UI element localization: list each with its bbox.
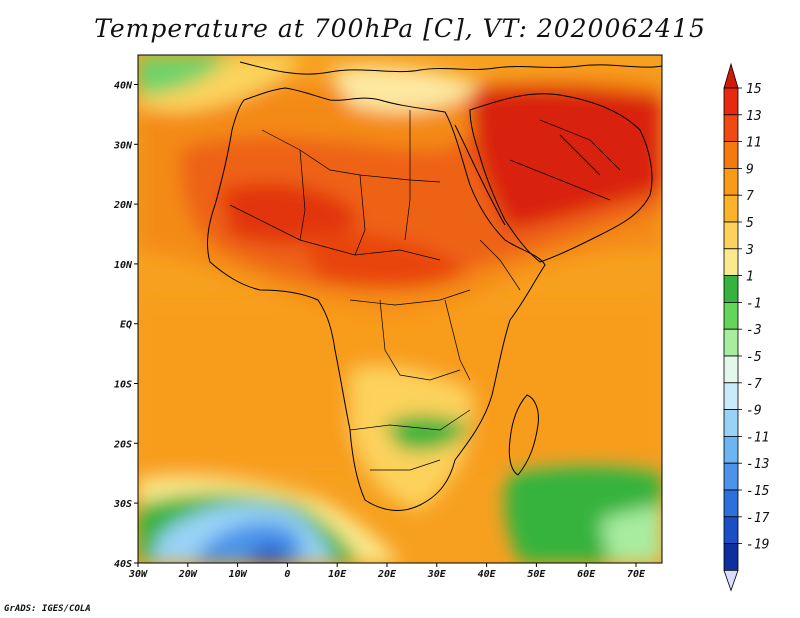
- lat-tick-label: 30N: [113, 140, 133, 151]
- colorbar-swatch: [723, 301, 739, 330]
- lon-tick-label: 10E: [328, 569, 347, 580]
- map-frame: [137, 54, 663, 564]
- lat-tick-label: 10N: [114, 260, 133, 271]
- coastlines: [207, 61, 662, 511]
- lon-tick-label: 20W: [178, 569, 198, 580]
- lon-tick-label: 30E: [427, 569, 447, 580]
- colorbar-over-triangle: [723, 62, 739, 89]
- colorbar: 15 13 11 9 7 5 3 1 -1 -3 -5 -7 -9 -11 -13 -15 -17 -19: [723, 62, 770, 592]
- colorbar-label: 1: [746, 270, 754, 285]
- colorbar-swatch: [723, 194, 739, 223]
- colorbar-swatch: [723, 87, 739, 116]
- colorbar-label: 15: [746, 82, 762, 97]
- lat-tick-label: 10S: [114, 380, 132, 391]
- lon-tick-label: 20E: [377, 569, 397, 580]
- colorbar-swatch: [723, 114, 739, 143]
- temperature-field: [138, 55, 662, 563]
- mediterranean-north-coast: [239, 61, 662, 75]
- colorbar-swatch: [723, 543, 739, 571]
- colorbar-swatch: [723, 409, 739, 437]
- colorbar-swatch: [723, 275, 739, 303]
- colorbar-swatch: [723, 328, 739, 357]
- longitude-axis: 30W 20W 10W 0 10E 20E 30E 40E 50E 60E 70E: [128, 563, 646, 580]
- colorbar-label: -9: [746, 404, 762, 419]
- colorbar-swatch: [723, 141, 739, 169]
- colorbar-swatch: [723, 462, 739, 491]
- colorbar-swatch: [723, 355, 739, 384]
- lon-tick-label: 0: [284, 569, 290, 580]
- latitude-axis: 40N 30N 20N 10N EQ 10S 20S 30S 40S: [113, 81, 138, 570]
- colorbar-label: 3: [745, 243, 754, 258]
- credit-text: GrADS: IGES/COLA: [4, 604, 91, 614]
- lon-tick-label: 30W: [128, 569, 148, 580]
- colorbar-label: -11: [746, 430, 769, 445]
- map-title: Temperature at 700hPa [C], VT: 202006241…: [94, 14, 706, 43]
- colorbar-swatch: [723, 489, 739, 518]
- lat-tick-label: 40N: [114, 81, 133, 92]
- colorbar-label: 5: [746, 216, 754, 231]
- colorbar-swatch: [723, 435, 739, 464]
- colorbar-swatch: [723, 382, 739, 410]
- colorbar-label: -17: [746, 511, 770, 526]
- colorbar-label: 7: [746, 189, 754, 204]
- colorbar-label: -3: [746, 323, 762, 338]
- colorbar-swatch: [723, 248, 739, 277]
- colorbar-label: -13: [746, 457, 769, 472]
- lon-tick-label: 10W: [229, 569, 248, 580]
- lat-tick-label: 40S: [114, 559, 132, 570]
- colorbar-swatch: [723, 167, 739, 196]
- lon-tick-label: 40E: [478, 569, 497, 580]
- lon-tick-label: 50E: [527, 569, 546, 580]
- madagascar-coastline: [508, 394, 539, 476]
- africa-coastline: [207, 87, 546, 511]
- colorbar-swatch: [723, 516, 739, 544]
- colorbar-label: -5: [746, 350, 762, 365]
- arabia-coastline: [469, 93, 653, 263]
- lat-tick-label: 20S: [113, 439, 132, 450]
- colorbar-label: 9: [746, 162, 754, 177]
- red-sea: [454, 124, 506, 226]
- persian-gulf: [559, 134, 601, 176]
- colorbar-label: -7: [746, 377, 762, 392]
- colorbar-label: -15: [746, 484, 770, 499]
- country-borders: [229, 110, 621, 471]
- colorbar-swatch: [723, 221, 739, 250]
- colorbar-label: 13: [746, 109, 762, 124]
- lat-tick-label: 20N: [113, 200, 133, 211]
- colorbar-label: -1: [746, 296, 762, 311]
- colorbar-label: -19: [746, 538, 769, 553]
- colorbar-under-triangle: [723, 570, 739, 592]
- lat-tick-label: EQ: [120, 320, 132, 331]
- lon-tick-label: 70E: [627, 569, 646, 580]
- lon-tick-label: 60E: [577, 569, 596, 580]
- colorbar-label: 11: [746, 136, 762, 151]
- lat-tick-label: 30S: [113, 499, 132, 510]
